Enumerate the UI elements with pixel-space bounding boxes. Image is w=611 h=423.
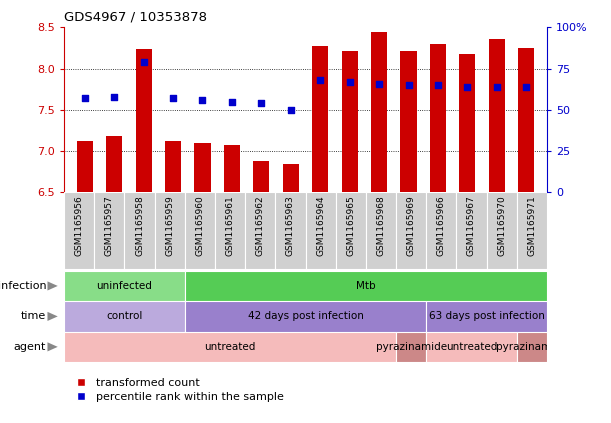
Point xyxy=(492,83,502,90)
Text: untreated: untreated xyxy=(205,342,256,352)
Bar xyxy=(185,301,426,332)
Bar xyxy=(486,192,517,269)
Text: GSM1165965: GSM1165965 xyxy=(346,195,355,256)
Text: GSM1165958: GSM1165958 xyxy=(135,195,144,256)
Bar xyxy=(94,192,125,269)
Bar xyxy=(518,48,535,192)
Bar xyxy=(456,192,486,269)
Point xyxy=(521,83,531,90)
Text: GSM1165971: GSM1165971 xyxy=(527,195,536,256)
Point xyxy=(109,93,119,100)
Bar xyxy=(276,192,306,269)
Text: 42 days post infection: 42 days post infection xyxy=(247,311,364,321)
Bar xyxy=(64,332,396,362)
Polygon shape xyxy=(48,312,57,321)
Bar xyxy=(155,192,185,269)
Text: GSM1165956: GSM1165956 xyxy=(75,195,84,256)
Text: GSM1165959: GSM1165959 xyxy=(165,195,174,256)
Text: GSM1165968: GSM1165968 xyxy=(376,195,386,256)
Bar xyxy=(253,161,269,192)
Point xyxy=(80,95,90,102)
Bar xyxy=(185,271,547,301)
Bar xyxy=(106,136,122,192)
Bar xyxy=(76,141,93,192)
Text: agent: agent xyxy=(14,342,46,352)
Text: time: time xyxy=(21,311,46,321)
Bar xyxy=(371,33,387,192)
Text: GSM1165970: GSM1165970 xyxy=(497,195,506,256)
Text: 63 days post infection: 63 days post infection xyxy=(428,311,544,321)
Legend: transformed count, percentile rank within the sample: transformed count, percentile rank withi… xyxy=(70,378,284,402)
Bar xyxy=(426,192,456,269)
Text: GSM1165967: GSM1165967 xyxy=(467,195,476,256)
Bar xyxy=(64,192,94,269)
Text: GDS4967 / 10353878: GDS4967 / 10353878 xyxy=(64,10,207,23)
Bar xyxy=(283,164,299,192)
Text: pyrazinamide: pyrazinamide xyxy=(496,342,568,352)
Text: uninfected: uninfected xyxy=(97,281,152,291)
Text: GSM1165964: GSM1165964 xyxy=(316,195,325,256)
Point xyxy=(286,107,296,113)
Bar xyxy=(312,46,328,192)
Bar xyxy=(245,192,276,269)
Bar xyxy=(396,192,426,269)
Bar xyxy=(224,145,240,192)
Bar xyxy=(335,192,366,269)
Polygon shape xyxy=(48,281,57,291)
Bar xyxy=(400,51,417,192)
Point xyxy=(257,100,266,107)
Point xyxy=(404,82,414,89)
Bar xyxy=(125,192,155,269)
Bar xyxy=(194,143,211,192)
Bar xyxy=(426,332,517,362)
Point xyxy=(315,77,325,84)
Bar xyxy=(136,49,152,192)
Text: GSM1165963: GSM1165963 xyxy=(286,195,295,256)
Text: GSM1165969: GSM1165969 xyxy=(406,195,415,256)
Point xyxy=(227,99,237,105)
Polygon shape xyxy=(48,342,57,352)
Text: GSM1165957: GSM1165957 xyxy=(105,195,114,256)
Point xyxy=(433,82,443,89)
Bar xyxy=(426,301,547,332)
Bar xyxy=(306,192,335,269)
Point xyxy=(139,59,148,66)
Text: GSM1165960: GSM1165960 xyxy=(196,195,205,256)
Bar xyxy=(517,332,547,362)
Text: pyrazinamide: pyrazinamide xyxy=(376,342,447,352)
Bar xyxy=(396,332,426,362)
Bar xyxy=(459,54,475,192)
Bar xyxy=(430,44,446,192)
Bar xyxy=(517,192,547,269)
Text: GSM1165962: GSM1165962 xyxy=(256,195,265,256)
Bar xyxy=(215,192,245,269)
Text: GSM1165961: GSM1165961 xyxy=(225,195,235,256)
Bar xyxy=(342,51,358,192)
Bar xyxy=(64,271,185,301)
Point xyxy=(345,79,354,85)
Bar xyxy=(185,192,215,269)
Text: untreated: untreated xyxy=(446,342,497,352)
Bar xyxy=(366,192,396,269)
Point xyxy=(374,80,384,87)
Text: infection: infection xyxy=(0,281,46,291)
Text: GSM1165966: GSM1165966 xyxy=(437,195,446,256)
Point xyxy=(168,95,178,102)
Bar xyxy=(489,39,505,192)
Bar xyxy=(165,141,181,192)
Point xyxy=(197,97,207,104)
Text: Mtb: Mtb xyxy=(356,281,376,291)
Point xyxy=(463,83,472,90)
Text: control: control xyxy=(106,311,143,321)
Bar xyxy=(64,301,185,332)
